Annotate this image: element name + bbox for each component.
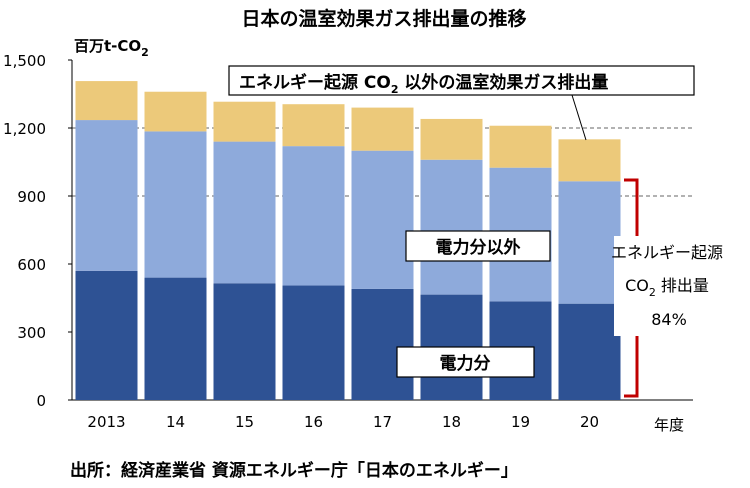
x-tick-label: 19 (511, 413, 530, 431)
non-power-callout-box (405, 230, 551, 262)
chart-title: 日本の温室効果ガス排出量の推移 (241, 7, 526, 30)
bar-segment-non-power (213, 141, 276, 284)
bar-segment-power (75, 270, 138, 400)
x-axis-label: 年度 (654, 416, 684, 434)
y-tick-label: 900 (17, 188, 46, 206)
x-tick-label: 14 (166, 413, 185, 431)
y-axis-ticks: 0 300 600 900 1,200 1,500 (3, 52, 72, 410)
bar-segment-power (144, 277, 207, 400)
x-tick-label: 16 (304, 413, 323, 431)
bracket-label-line2: CO2 排出量 (625, 276, 709, 299)
bar-segment-power (282, 285, 345, 400)
bar-segment-non-power (420, 159, 483, 295)
x-tick-label: 15 (235, 413, 254, 431)
other-ghg-callout-box (228, 65, 695, 96)
bar-segment-other-ghg (213, 101, 276, 142)
y-tick-label: 300 (17, 324, 46, 342)
bar-segment-other-ghg (144, 91, 207, 132)
bar-segment-non-power (144, 131, 207, 278)
bracket-label-line1: エネルギー起源 (611, 243, 723, 262)
bar-segment-other-ghg (558, 139, 621, 182)
non-power-callout-text: 電力分以外 (436, 237, 521, 258)
other-ghg-callout: エネルギー起源 CO2 以外の温室効果ガス排出量 (228, 65, 695, 141)
bar-segment-non-power (558, 181, 621, 304)
bar-segment-power (558, 303, 621, 400)
x-axis-ticks: 2013 14 15 16 17 18 19 20 (87, 413, 599, 431)
non-power-callout: 電力分以外 (405, 230, 551, 262)
bracket-label-line3: 84% (651, 310, 687, 329)
other-ghg-callout-leader (571, 94, 587, 141)
bar-segment-other-ghg (489, 125, 552, 168)
y-tick-label: 0 (36, 392, 46, 410)
y-axis-unit: 百万t-CO2 (74, 37, 149, 59)
source-note: 出所：経済産業省 資源エネルギー庁「日本のエネルギー」 (70, 460, 518, 481)
x-tick-label: 2013 (87, 413, 125, 431)
power-callout-box (396, 346, 535, 378)
bar-segment-other-ghg (282, 104, 345, 147)
bar-segment-non-power (282, 146, 345, 286)
x-tick-label: 17 (373, 413, 392, 431)
power-callout-text: 電力分 (440, 353, 491, 374)
x-tick-label: 18 (442, 413, 461, 431)
bracket-label-bg (614, 236, 718, 336)
bar-segment-non-power (351, 150, 414, 289)
y-tick-label: 1,500 (3, 52, 46, 70)
bar-segment-other-ghg (351, 107, 414, 151)
other-ghg-callout-text: エネルギー起源 CO2 以外の温室効果ガス排出量 (239, 72, 608, 96)
power-callout: 電力分 (396, 346, 535, 378)
bars (75, 81, 621, 400)
bar-segment-non-power (75, 120, 138, 271)
y-tick-label: 600 (17, 256, 46, 274)
y-tick-label: 1,200 (3, 120, 46, 138)
bar-segment-power (351, 288, 414, 400)
bar-segment-other-ghg (75, 81, 138, 121)
x-tick-label: 20 (580, 413, 599, 431)
bar-segment-power (213, 283, 276, 400)
bar-segment-other-ghg (420, 118, 483, 160)
